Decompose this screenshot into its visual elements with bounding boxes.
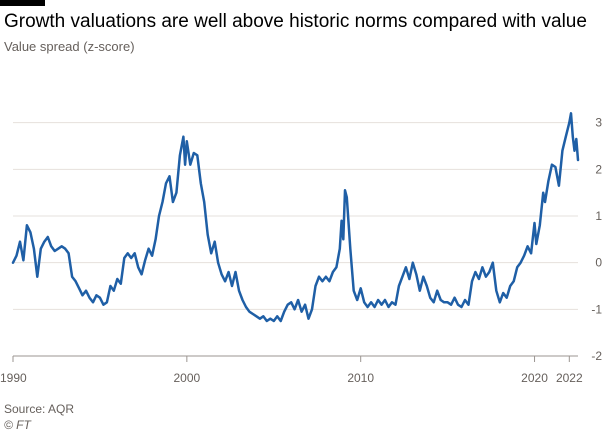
chart-title: Growth valuations are well above histori…	[4, 11, 587, 32]
ft-brand-bar	[0, 0, 45, 6]
x-tick-label: 1990	[0, 371, 27, 385]
y-tick-label: -1	[591, 302, 602, 316]
x-tick-label: 2022	[556, 371, 583, 385]
y-tick-label: 3	[595, 116, 602, 130]
y-tick-label: 1	[595, 209, 602, 223]
series-line	[11, 112, 580, 323]
x-tick-label: 2020	[521, 371, 548, 385]
y-tick-label: 0	[595, 256, 602, 270]
x-tick-label: 2010	[347, 371, 374, 385]
source-note: Source: AQR	[4, 402, 75, 416]
ft-credit: © FT	[4, 418, 31, 432]
x-tick-label: 2000	[173, 371, 200, 385]
chart-subtitle: Value spread (z-score)	[4, 39, 135, 54]
y-tick-label: 2	[595, 162, 602, 176]
y-tick-label: -2	[591, 349, 602, 363]
